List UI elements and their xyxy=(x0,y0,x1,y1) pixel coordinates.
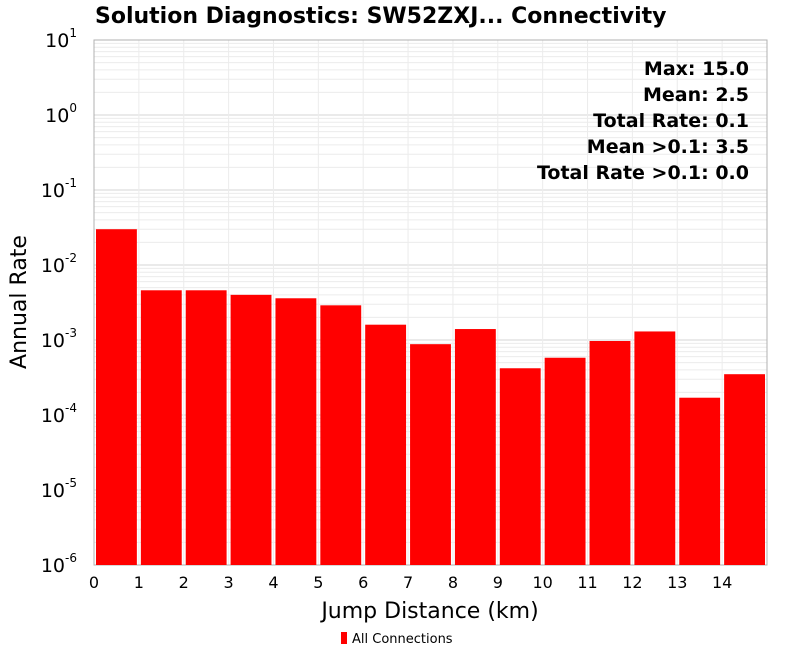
x-axis-label: Jump Distance (km) xyxy=(319,599,538,624)
x-tick-label: 13 xyxy=(667,573,687,592)
x-tick-label: 10 xyxy=(532,573,552,592)
legend-swatch xyxy=(341,632,347,644)
bar xyxy=(544,357,586,565)
y-axis-label: Annual Rate xyxy=(7,235,32,369)
bar xyxy=(499,368,541,565)
y-tick-label: 101 xyxy=(45,26,77,52)
x-axis-ticks: 0 1 2 3 4 5 6 7 8 9 10 11 12 13 14 xyxy=(89,573,732,592)
x-tick-label: 12 xyxy=(622,573,642,592)
y-tick-label: 10-3 xyxy=(41,326,77,352)
stats-annotations: Max: 15.0 Mean: 2.5 Total Rate: 0.1 Mean >0… xyxy=(537,58,749,184)
stat-annotation: Total Rate: 0.1 xyxy=(593,110,749,132)
x-tick-label: 11 xyxy=(577,573,597,592)
x-tick-label: 9 xyxy=(493,573,503,592)
y-tick-label: 10-6 xyxy=(41,551,77,577)
y-tick-label: 10-1 xyxy=(41,176,77,202)
bar xyxy=(185,290,227,565)
stat-annotation: Mean >0.1: 3.5 xyxy=(587,136,749,158)
x-tick-label: 3 xyxy=(224,573,234,592)
x-tick-label: 6 xyxy=(358,573,368,592)
bar xyxy=(320,305,362,565)
x-tick-label: 8 xyxy=(448,573,458,592)
x-tick-label: 1 xyxy=(134,573,144,592)
bar xyxy=(230,294,272,565)
x-tick-label: 7 xyxy=(403,573,413,592)
y-tick-label: 10-5 xyxy=(41,476,77,502)
bars xyxy=(96,229,765,565)
x-tick-label: 2 xyxy=(179,573,189,592)
bar xyxy=(410,344,451,565)
bar xyxy=(140,290,182,565)
legend: All Connections xyxy=(341,632,453,647)
x-tick-label: 0 xyxy=(89,573,99,592)
bar xyxy=(275,298,317,565)
y-tick-label: 10-4 xyxy=(41,401,77,427)
bar xyxy=(724,374,765,565)
x-tick-label: 4 xyxy=(268,573,278,592)
bar xyxy=(454,329,496,565)
bar xyxy=(634,331,676,565)
y-axis-ticks: 101 100 10-1 10-2 10-3 10-4 10-5 10-6 xyxy=(41,26,77,577)
stat-annotation: Mean: 2.5 xyxy=(643,84,749,106)
legend-label: All Connections xyxy=(352,632,453,647)
bar xyxy=(589,340,631,565)
stat-annotation: Max: 15.0 xyxy=(644,58,749,80)
bar xyxy=(679,397,721,565)
x-tick-label: 5 xyxy=(313,573,323,592)
chart-title: Solution Diagnostics: SW52ZXJ... Connect… xyxy=(95,4,666,29)
stat-annotation: Total Rate >0.1: 0.0 xyxy=(537,162,749,184)
x-tick-label: 14 xyxy=(712,573,732,592)
bar xyxy=(96,229,137,565)
bar xyxy=(365,324,407,565)
y-tick-label: 100 xyxy=(45,101,77,127)
y-tick-label: 10-2 xyxy=(41,251,77,277)
